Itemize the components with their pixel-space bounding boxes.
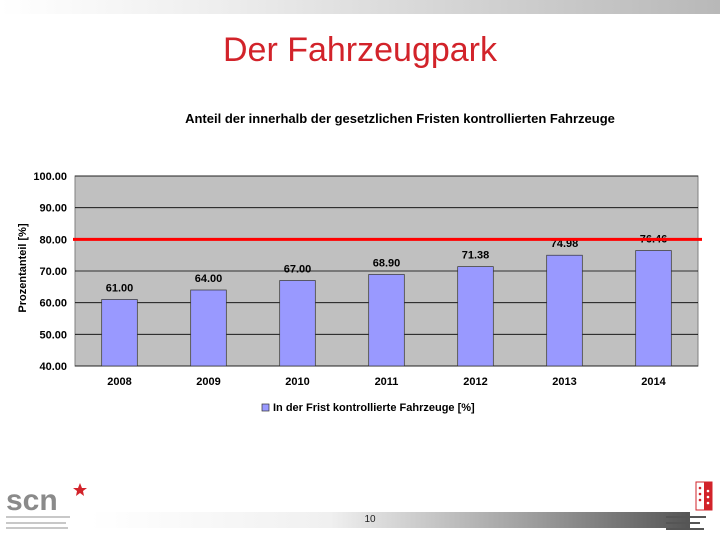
bar [368,274,405,367]
top-decor-band [0,0,720,14]
legend-swatch [261,403,270,412]
bar [635,250,672,367]
x-tick-label: 2013 [552,376,576,388]
bar-value-label: 67.00 [284,264,312,276]
y-tick-label: 50.00 [39,329,67,341]
bar-value-label: 61.00 [106,283,134,295]
x-tick-label: 2014 [641,376,666,388]
x-tick-label: 2009 [196,376,220,388]
bar-value-label: 71.38 [462,250,490,262]
bar [279,280,316,367]
y-tick-label: 40.00 [39,361,67,373]
canton-du-valais-logo-icon [666,481,713,530]
legend-label: In der Frist kontrollierte Fahrzeuge [%] [273,402,475,414]
y-tick-label: 80.00 [39,234,67,246]
svg-text:scn: scn [6,484,58,517]
bar [101,299,138,367]
bar [546,254,583,367]
x-tick-label: 2008 [107,376,131,388]
slide-title: Der Fahrzeugpark [222,31,497,69]
scn-logo: scn [4,482,90,536]
chart-svg: Anteil der innerhalb der gesetzlichen Fr… [17,111,702,414]
y-tick-label: 100.00 [33,171,67,183]
bar [457,266,494,367]
x-tick-label: 2010 [285,376,309,388]
chart: Anteil der innerhalb der gesetzlichen Fr… [0,100,720,430]
page-number: 10 [364,514,376,525]
x-tick-label: 2011 [375,376,399,388]
y-tick-label: 90.00 [39,203,67,215]
canton-logo [660,480,718,538]
y-tick-label: 70.00 [39,266,67,278]
y-tick-label: 60.00 [39,298,67,310]
bar [190,289,227,367]
scn-logo-icon: scn [6,483,87,529]
y-axis-label: Prozentanteil [%] [17,223,29,313]
bar-value-label: 68.90 [373,257,401,269]
bar-value-label: 74.98 [551,238,579,250]
chart-title: Anteil der innerhalb der gesetzlichen Fr… [185,111,615,126]
bar-value-label: 64.00 [195,273,223,285]
x-tick-label: 2012 [463,376,487,388]
footer-band [90,512,690,528]
